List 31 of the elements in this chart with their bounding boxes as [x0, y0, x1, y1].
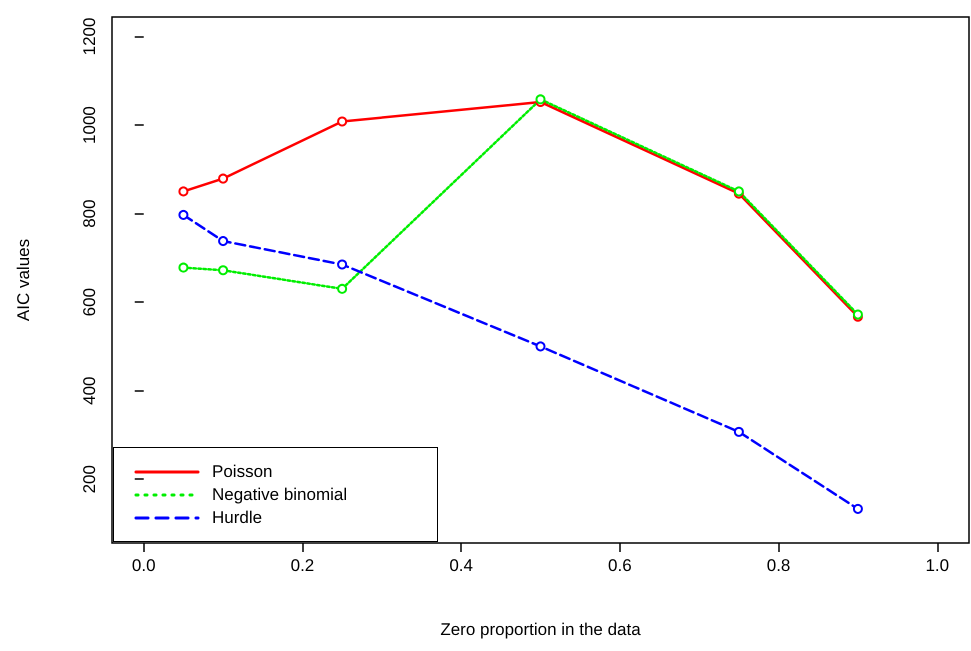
point — [734, 186, 744, 196]
y-tick-label: 1000 — [80, 106, 99, 144]
y-tick-label: 600 — [80, 288, 99, 316]
y-tick-label: 200 — [80, 465, 99, 494]
point — [218, 236, 228, 246]
point — [734, 426, 744, 437]
y-axis-title: AIC values — [14, 238, 33, 322]
y-tick-label: 1200 — [80, 18, 99, 56]
point — [218, 265, 228, 276]
x-tick-label: 1.0 — [925, 556, 950, 575]
point — [218, 174, 228, 184]
legend-label: Hurdle — [212, 508, 262, 528]
point — [536, 341, 546, 352]
point — [852, 504, 863, 514]
x-tick-label: 0.2 — [290, 556, 314, 575]
point — [178, 210, 188, 220]
y-tick-label: 800 — [80, 199, 99, 228]
point — [337, 284, 348, 294]
point — [178, 262, 188, 273]
x-axis-title: Zero proportion in the data — [440, 620, 642, 639]
x-tick-label: 0.8 — [766, 556, 790, 575]
legend-label: Negative binomial — [212, 484, 348, 504]
point — [536, 94, 546, 104]
y-tick-label: 400 — [80, 376, 99, 405]
point — [178, 186, 188, 196]
point — [337, 116, 348, 126]
x-tick-label: 0.0 — [132, 556, 156, 575]
x-tick-label: 0.4 — [449, 556, 473, 575]
x-tick-label: 0.6 — [608, 556, 632, 575]
point — [337, 260, 348, 270]
legend-label: Poisson — [212, 462, 272, 482]
